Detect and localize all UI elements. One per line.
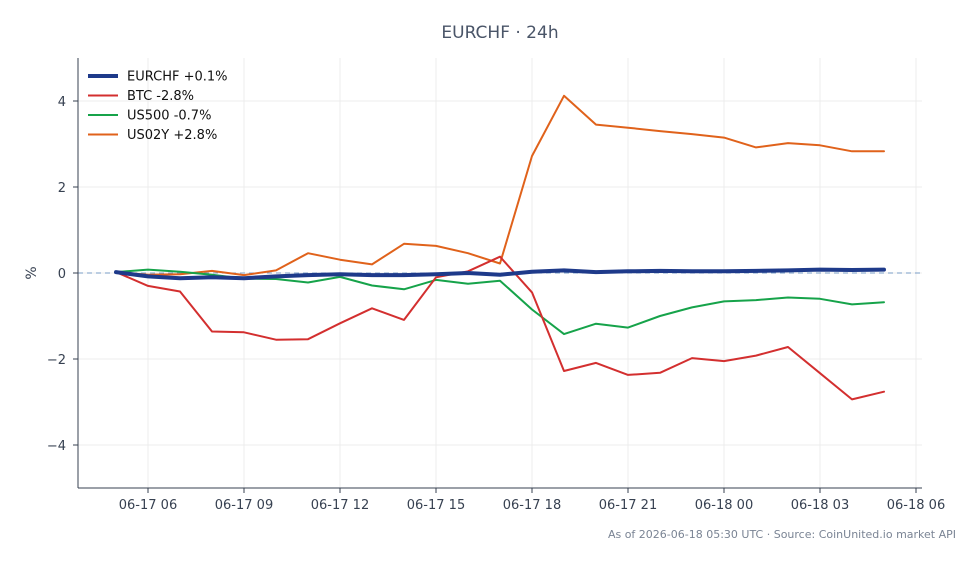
series-line-1 [114, 267, 886, 281]
x-tick-label: 06-18 03 [791, 498, 849, 513]
y-tick-label: −2 [47, 353, 66, 368]
footer-note: As of 2026-06-18 05:30 UTC · Source: Coi… [607, 528, 956, 541]
series-line-4 [115, 94, 885, 277]
series-line-2 [115, 255, 885, 401]
x-tick-label: 06-17 12 [311, 498, 369, 513]
legend-label: US500 -0.7% [127, 109, 211, 124]
y-tick-label: −4 [47, 439, 66, 454]
y-tick-label: 2 [58, 181, 66, 196]
y-tick-label: 4 [58, 95, 66, 110]
legend-label: US02Y +2.8% [127, 128, 217, 143]
chart-title: EURCHF · 24h [441, 23, 558, 43]
x-tick-label: 06-17 09 [215, 498, 273, 513]
x-tick-label: 06-17 18 [503, 498, 561, 513]
y-axis-label: % [24, 266, 40, 279]
series-layer [114, 94, 886, 401]
y-axis-ticks: −4 −2 0 2 4 [47, 95, 78, 454]
y-tick-label: 0 [58, 267, 66, 282]
legend: EURCHF +0.1% BTC -2.8% US500 -0.7% US02Y +2… [88, 70, 228, 143]
x-tick-label: 06-18 06 [887, 498, 945, 513]
legend-label: BTC -2.8% [127, 89, 194, 104]
x-tick-label: 06-18 00 [695, 498, 753, 513]
x-tick-label: 06-17 06 [119, 498, 177, 513]
x-axis-ticks: 06-17 06 06-17 09 06-17 12 06-17 15 06-17 18… [119, 488, 945, 513]
x-tick-label: 06-17 15 [407, 498, 465, 513]
legend-label: EURCHF +0.1% [127, 70, 228, 85]
x-tick-label: 06-17 21 [599, 498, 657, 513]
